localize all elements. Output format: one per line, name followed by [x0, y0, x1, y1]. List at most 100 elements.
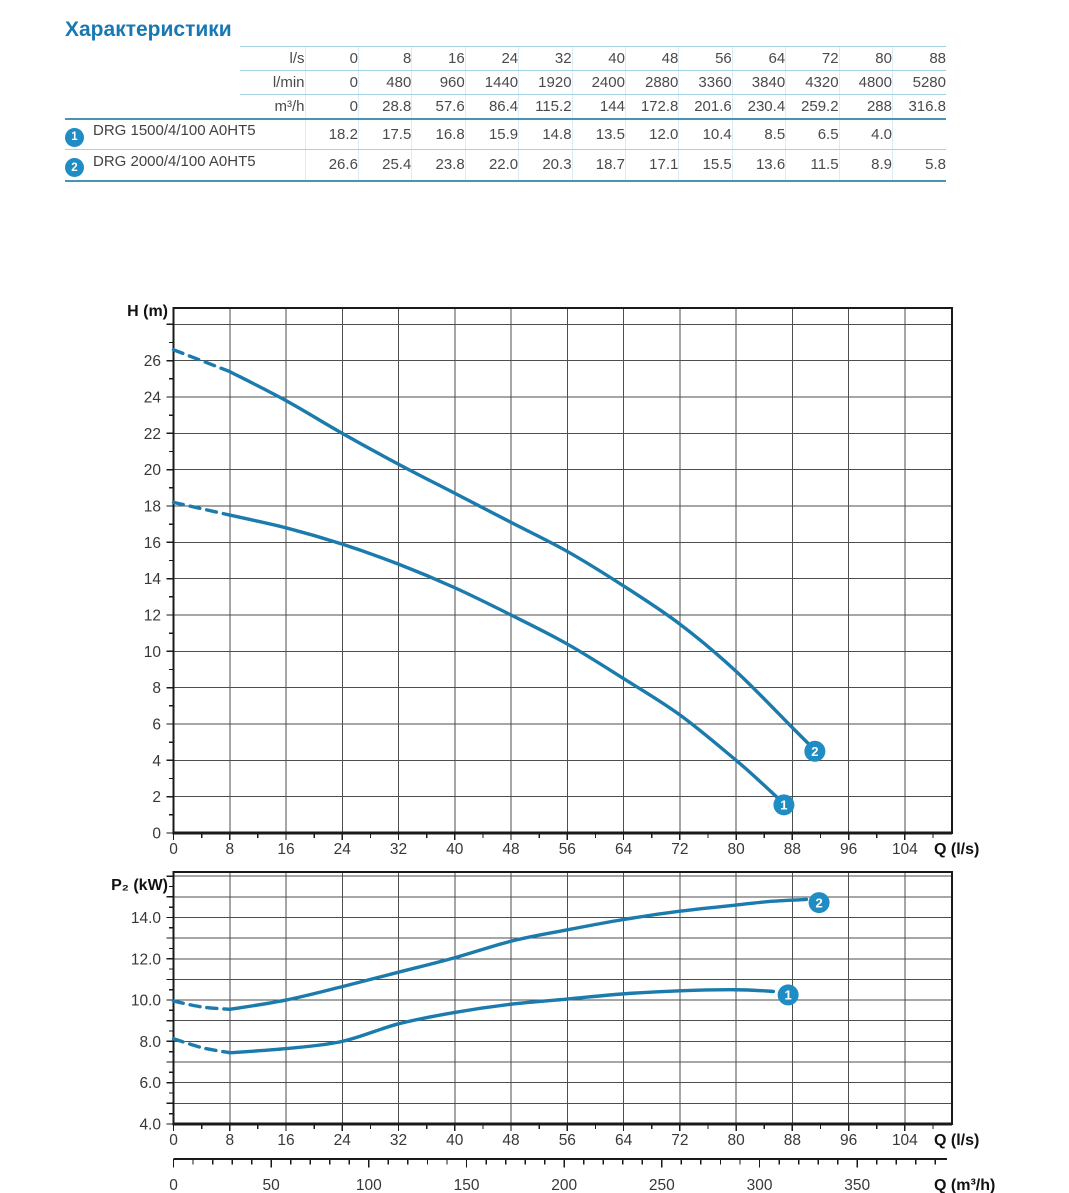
pump-2-badge: 2	[65, 158, 84, 177]
head-value: 23.8	[411, 149, 466, 182]
curve-1-marker	[777, 984, 799, 1006]
unit-value: 3840	[731, 70, 786, 95]
unit-row-2: m³/h 0 28.8 57.6 86.4 115.2 144 172.8 201.6 230.4…	[65, 94, 946, 120]
y-axis-title: H (m)	[127, 303, 168, 320]
svg-text:8: 8	[225, 1132, 234, 1149]
unit-value: 316.8	[891, 94, 946, 120]
unit-value: 28.8	[357, 94, 412, 120]
svg-text:88: 88	[784, 841, 801, 858]
pump-curve-1: 1	[171, 500, 795, 816]
svg-text:96: 96	[840, 841, 857, 858]
curve-1-solid-segment	[228, 513, 780, 801]
head-value: 17.5	[357, 118, 412, 150]
axis-ticks	[166, 875, 934, 1131]
svg-text:8.0: 8.0	[139, 1034, 161, 1051]
svg-text:16: 16	[277, 841, 294, 858]
plot-border	[172, 871, 953, 1126]
curve-2-marker-label: 2	[811, 744, 818, 759]
pump-curve-2: 2	[171, 348, 826, 762]
svg-text:32: 32	[390, 841, 407, 858]
svg-text:20: 20	[144, 462, 162, 479]
unit-label: m³/h	[240, 94, 306, 120]
unit-value: 230.4	[731, 94, 786, 120]
svg-text:12.0: 12.0	[131, 951, 162, 968]
unit-value: 960	[411, 70, 466, 95]
unit-value: 5280	[891, 70, 946, 95]
curve-1-dashed-segment	[171, 500, 232, 517]
unit-value: 115.2	[518, 94, 573, 120]
curve-1-marker-label: 1	[780, 798, 787, 813]
plot-border	[172, 307, 953, 835]
unit-value: 88	[891, 46, 946, 71]
svg-text:48: 48	[502, 1132, 519, 1149]
svg-text:56: 56	[559, 841, 576, 858]
x-axis-title: Q (l/s)	[934, 1132, 979, 1149]
svg-text:0: 0	[169, 1177, 178, 1193]
svg-text:100: 100	[356, 1177, 382, 1193]
svg-text:6: 6	[152, 717, 161, 734]
pump-row-1: 1 DRG 1500/4/100 A0HT5 18.2 17.5 16.8 15.9 14.…	[65, 118, 946, 150]
unit-value: 56	[678, 46, 733, 71]
head-value: 26.6	[304, 149, 359, 182]
svg-text:18: 18	[144, 499, 161, 516]
curve-1-dashed-segment	[171, 1036, 232, 1055]
svg-text:2: 2	[152, 789, 161, 806]
unit-value: 57.6	[411, 94, 466, 120]
unit-value: 1920	[518, 70, 573, 95]
svg-text:10.0: 10.0	[131, 993, 162, 1010]
p2-q-chart: 0 8 16 24 32 40 48 56 64 72 80 88 96 104 4.0 6.0 8.0 10.0…	[111, 871, 995, 1193]
unit-value: 86.4	[464, 94, 519, 120]
unit-label: l/min	[240, 70, 306, 95]
head-value: 16.8	[411, 118, 466, 150]
head-value: 4.0	[838, 118, 893, 150]
unit-value: 201.6	[678, 94, 733, 120]
unit-value: 64	[731, 46, 786, 71]
pump-row-2: 2 DRG 2000/4/100 A0HT5 26.6 25.4 23.8 22.0 20.…	[65, 149, 946, 182]
pump-curve-1: 1	[171, 984, 799, 1055]
head-value: 14.8	[518, 118, 573, 150]
unit-value: 480	[357, 70, 412, 95]
page-title: Характеристики	[65, 18, 232, 41]
svg-text:4.0: 4.0	[139, 1117, 161, 1134]
unit-value: 4320	[785, 70, 840, 95]
svg-text:24: 24	[334, 1132, 352, 1149]
svg-text:104: 104	[892, 1132, 918, 1149]
head-value: 8.9	[838, 149, 893, 182]
head-value: 18.2	[304, 118, 359, 150]
unit-value: 80	[838, 46, 893, 71]
curve-2-marker-label: 2	[815, 895, 822, 910]
head-value: 22.0	[464, 149, 519, 182]
pump-curve-2: 2	[171, 892, 830, 1012]
svg-text:104: 104	[892, 841, 918, 858]
unit-value: 4800	[838, 70, 893, 95]
head-value: 25.4	[357, 149, 412, 182]
unit-row-1: l/min 0 480 960 1440 1920 2400 2880 3360 3840 4320…	[65, 70, 946, 95]
head-value: 17.1	[624, 149, 679, 182]
pump-model-label: DRG 1500/4/100 A0HT5	[93, 122, 256, 139]
unit-value: 0	[304, 70, 359, 95]
unit-value: 16	[411, 46, 466, 71]
tick-labels: 0 8 16 24 32 40 48 56 64 72 80 88 96 1040246810121416…	[144, 353, 918, 858]
svg-text:80: 80	[727, 841, 745, 858]
grid-lines	[173, 308, 952, 833]
curve-2-marker	[804, 740, 826, 762]
svg-text:80: 80	[727, 1132, 745, 1149]
name-spacer	[65, 94, 241, 120]
curve-1-solid-segment	[228, 988, 776, 1055]
head-value: 12.0	[624, 118, 679, 150]
svg-text:150: 150	[454, 1177, 480, 1193]
curve-1-marker	[773, 794, 795, 816]
svg-text:14: 14	[144, 571, 162, 588]
svg-text:4: 4	[152, 753, 161, 770]
unit-value: 32	[518, 46, 573, 71]
pump-1-badge: 1	[65, 127, 84, 147]
pump-model-label: DRG 2000/4/100 A0HT5	[93, 152, 256, 170]
head-value: 10.4	[678, 118, 733, 150]
svg-text:8: 8	[152, 680, 161, 697]
unit-value: 259.2	[785, 94, 840, 120]
unit-value: 3360	[678, 70, 733, 95]
svg-text:72: 72	[671, 1132, 688, 1149]
unit-value: 0	[304, 46, 359, 71]
